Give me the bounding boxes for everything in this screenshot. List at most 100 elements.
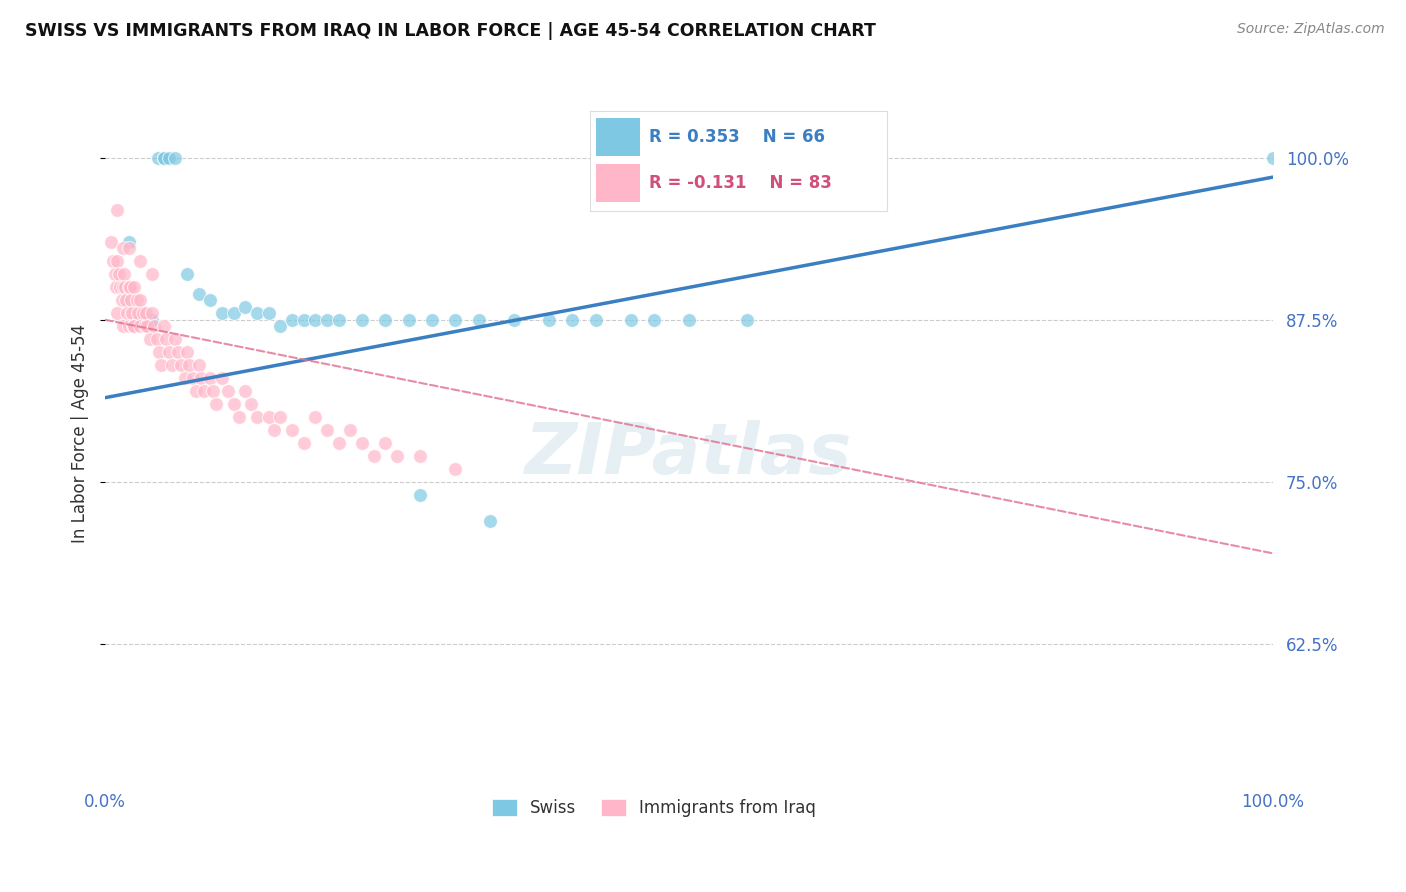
Point [257,410,280,425]
Point [105,306,128,320]
Point [211,306,233,320]
Point [129,313,152,327]
Point [148,345,170,359]
Point [135,306,157,320]
Point [138,332,160,346]
Point [129,293,152,308]
Point [409,488,432,502]
Point [233,384,256,399]
Point [304,313,326,327]
Point [111,319,134,334]
Point [115,293,138,308]
Point [200,371,222,385]
Point [117,319,139,334]
Point [152,151,174,165]
Point [114,280,136,294]
Point [135,313,157,327]
Text: SWISS VS IMMIGRANTS FROM IRAQ IN LABOR FORCE | AGE 45-54 CORRELATION CHART: SWISS VS IMMIGRANTS FROM IRAQ IN LABOR F… [25,22,876,40]
Point [157,151,180,165]
Point [200,293,222,308]
Point [125,293,148,308]
Point [141,313,163,327]
Point [187,286,209,301]
Point [246,306,269,320]
Point [1261,151,1284,165]
Point [110,280,132,294]
Point [257,306,280,320]
Point [136,319,159,334]
Point [409,449,432,463]
Point [211,371,233,385]
Point [374,313,396,327]
Point [141,306,163,320]
Point [585,313,607,327]
Point [165,151,187,165]
Point [479,514,502,528]
Point [398,313,420,327]
Point [157,345,180,359]
Point [186,384,208,399]
Point [152,319,174,334]
Point [561,313,583,327]
Point [129,313,152,327]
Point [108,268,131,282]
Point [222,306,245,320]
Point [281,313,304,327]
Point [281,423,304,437]
Point [643,313,665,327]
Point [263,423,285,437]
Point [117,280,139,294]
Point [120,293,142,308]
Point [117,242,139,256]
Point [292,436,315,450]
Point [240,397,263,411]
Point [152,151,174,165]
Point [166,345,188,359]
Point [205,397,228,411]
Point [420,313,443,327]
Point [502,313,524,327]
Point [105,202,128,217]
Point [131,306,153,320]
Point [363,449,385,463]
Point [292,313,315,327]
Y-axis label: In Labor Force | Age 45-54: In Labor Force | Age 45-54 [72,324,89,543]
Point [141,268,163,282]
Point [328,313,350,327]
Point [176,345,198,359]
Point [678,313,700,327]
Point [146,151,169,165]
Point [187,358,209,372]
Point [339,423,361,437]
Point [201,384,224,399]
Point [118,280,141,294]
Point [104,280,127,294]
Point [103,268,125,282]
Point [176,268,198,282]
Point [468,313,491,327]
Point [124,280,146,294]
Point [117,306,139,320]
Point [246,410,269,425]
Point [105,254,128,268]
Point [316,313,339,327]
Point [134,319,156,334]
Point [269,410,291,425]
Point [304,410,326,425]
Point [444,462,467,476]
Point [217,384,239,399]
Point [145,332,167,346]
Point [111,242,134,256]
Point [155,332,177,346]
Point [374,436,396,450]
Point [103,254,125,268]
Point [143,319,166,334]
Text: Source: ZipAtlas.com: Source: ZipAtlas.com [1237,22,1385,37]
Point [233,300,256,314]
Point [100,235,122,249]
Point [179,358,201,372]
Point [228,410,250,425]
Point [269,319,291,334]
Point [110,293,132,308]
Point [737,313,759,327]
